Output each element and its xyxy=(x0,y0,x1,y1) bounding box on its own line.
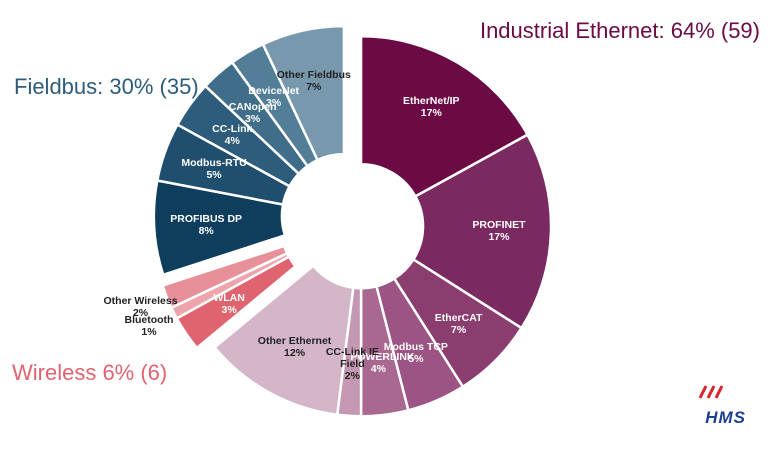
value-label: 2% xyxy=(132,307,149,320)
value-label: 12% xyxy=(284,347,306,360)
logo-mark xyxy=(698,385,708,399)
value-label: 5% xyxy=(206,169,222,182)
category-label: PROFINET xyxy=(472,218,526,231)
slice-label: Bluetooth 1% xyxy=(106,314,192,338)
slice-label: WLAN 3% xyxy=(201,292,257,316)
slice-label: Modbus TCP 5% xyxy=(373,341,459,365)
logo: HMS xyxy=(705,408,746,427)
category-label: Other Ethernet xyxy=(257,335,332,348)
value-label: 4% xyxy=(370,363,386,376)
value-label: 3% xyxy=(245,112,261,125)
value-label: 17% xyxy=(488,230,510,243)
group-label: Industrial Ethernet: 64% (59) xyxy=(479,18,760,43)
slice-label: PROFIBUS DP 8% xyxy=(163,213,249,237)
slice-label: Other Fieldbus 7% xyxy=(271,69,357,93)
value-label: 3% xyxy=(266,97,282,110)
value-label: 5% xyxy=(408,352,424,365)
logo-mark xyxy=(714,385,724,399)
slice-label: CC-Link IE Field 2% xyxy=(324,346,380,382)
value-label: 7% xyxy=(451,323,467,336)
category-label: EtherNet/IP xyxy=(402,95,460,108)
category-label: Other Fieldbus xyxy=(276,69,351,82)
group-label: Wireless 6% (6) xyxy=(12,360,168,385)
slice-label: Other Ethernet 12% xyxy=(252,335,338,359)
group-label: Fieldbus: 30% (35) xyxy=(14,74,199,99)
category-label: CC-Link xyxy=(212,123,253,135)
category-label: EtherCAT xyxy=(434,311,483,324)
value-label: 17% xyxy=(420,107,442,120)
slice-label: POWERLINK 4% xyxy=(350,351,415,376)
slice-label: DeviceNet 3% xyxy=(246,85,302,109)
slice-label: Other Wireless 2% xyxy=(98,295,184,319)
slice xyxy=(261,24,346,162)
category-label: DeviceNet xyxy=(248,85,300,98)
category-label: POWERLINK xyxy=(350,351,415,364)
slice xyxy=(411,133,553,330)
category-label: WLAN xyxy=(213,292,245,305)
slice-label: CANopen 3% xyxy=(225,101,281,125)
slice-label: Modbus-RTU 5% xyxy=(171,157,257,181)
slice-label: EtherCAT 7% xyxy=(416,312,502,336)
slice xyxy=(160,244,289,310)
value-label: 8% xyxy=(198,224,214,237)
slice-label: PROFINET 17% xyxy=(456,219,542,243)
value-label: 7% xyxy=(306,81,322,94)
category-label: Other Wireless xyxy=(103,295,178,308)
category-label: CANopen xyxy=(228,100,277,113)
slice-label: EtherNet/IP 17% xyxy=(388,95,474,119)
logo-mark xyxy=(706,385,716,399)
category-label: Modbus-RTU xyxy=(181,157,247,170)
slice xyxy=(212,264,355,417)
value-label: 2% xyxy=(344,369,360,382)
category-label: CC-Link IE Field xyxy=(325,345,379,370)
category-label: Modbus TCP xyxy=(383,340,448,353)
category-label: PROFIBUS DP xyxy=(170,212,243,225)
category-label: Bluetooth xyxy=(124,313,174,326)
value-label: 1% xyxy=(141,325,157,338)
value-label: 3% xyxy=(221,304,237,317)
value-label: 4% xyxy=(224,135,240,147)
slice-label: CC-Link 4% xyxy=(204,123,260,147)
